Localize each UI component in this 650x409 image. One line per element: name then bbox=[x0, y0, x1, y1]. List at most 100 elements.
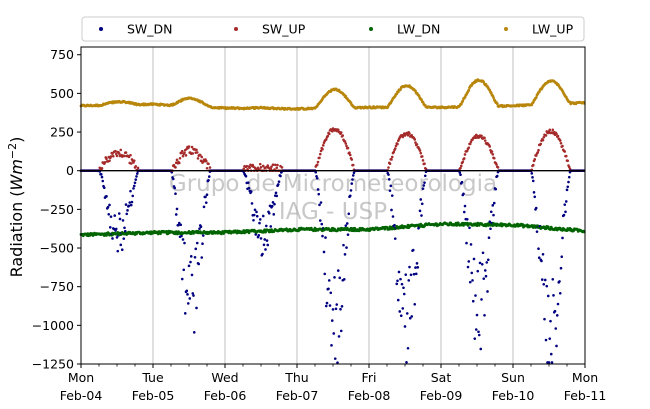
data-point-sw-dn bbox=[117, 212, 121, 215]
data-point-sw-up bbox=[114, 152, 118, 156]
data-point-lw-up bbox=[396, 90, 400, 94]
data-point-sw-dn bbox=[531, 179, 535, 183]
data-point-sw-dn bbox=[128, 201, 132, 204]
data-point-sw-dn bbox=[407, 279, 411, 282]
data-point-sw-dn bbox=[257, 234, 261, 237]
data-point-sw-up bbox=[103, 161, 107, 164]
data-point-sw-dn bbox=[549, 352, 553, 356]
data-point-sw-up bbox=[468, 142, 472, 146]
data-point-sw-dn bbox=[405, 312, 409, 315]
data-point-sw-up bbox=[273, 163, 277, 167]
data-point-sw-dn bbox=[339, 307, 342, 311]
data-point-sw-up bbox=[199, 159, 203, 163]
data-point-sw-dn bbox=[179, 223, 183, 227]
data-point-sw-up bbox=[198, 153, 202, 157]
data-point-sw-up bbox=[341, 134, 345, 137]
watermark-line-2: IAG - USP bbox=[279, 199, 387, 225]
data-point-sw-dn bbox=[399, 277, 402, 281]
data-point-sw-dn bbox=[191, 292, 195, 295]
data-point-sw-up bbox=[208, 166, 212, 169]
data-point-sw-dn bbox=[486, 290, 489, 293]
data-point-sw-dn bbox=[550, 361, 554, 364]
data-point-sw-dn bbox=[474, 294, 477, 297]
data-point-sw-up bbox=[100, 167, 104, 170]
data-point-sw-dn bbox=[398, 310, 402, 313]
data-point-sw-dn bbox=[551, 277, 555, 281]
data-point-sw-dn bbox=[465, 217, 469, 221]
data-point-sw-dn bbox=[558, 280, 561, 283]
data-point-sw-up bbox=[490, 150, 494, 153]
data-point-sw-dn bbox=[252, 218, 255, 222]
data-point-sw-up bbox=[207, 162, 210, 166]
data-point-sw-up bbox=[127, 155, 131, 159]
data-point-sw-dn bbox=[253, 208, 257, 212]
data-point-sw-dn bbox=[105, 195, 108, 198]
data-point-lw-up bbox=[461, 99, 465, 103]
data-point-sw-up bbox=[119, 148, 123, 152]
data-point-sw-dn bbox=[474, 328, 478, 331]
data-point-sw-dn bbox=[129, 203, 133, 207]
data-point-sw-dn bbox=[472, 257, 476, 261]
data-point-sw-up bbox=[531, 163, 535, 167]
data-point-sw-up bbox=[556, 134, 560, 138]
data-point-sw-dn bbox=[318, 219, 322, 222]
data-point-sw-up bbox=[483, 136, 486, 140]
data-point-sw-dn bbox=[122, 237, 126, 240]
data-point-sw-up bbox=[420, 155, 424, 158]
data-point-sw-dn bbox=[328, 304, 332, 307]
data-point-sw-dn bbox=[195, 241, 199, 245]
legend-marker-lw-dn bbox=[369, 27, 373, 31]
data-point-sw-dn bbox=[555, 344, 558, 348]
data-point-sw-dn bbox=[389, 184, 393, 188]
data-point-sw-dn bbox=[175, 207, 179, 211]
data-point-sw-dn bbox=[244, 174, 248, 178]
data-point-sw-dn bbox=[114, 227, 118, 231]
data-point-sw-up bbox=[390, 155, 394, 159]
data-point-sw-up bbox=[111, 154, 115, 158]
data-point-sw-dn bbox=[462, 210, 466, 214]
data-point-lw-up bbox=[534, 96, 538, 99]
data-point-sw-up bbox=[467, 146, 471, 149]
data-point-sw-dn bbox=[123, 229, 127, 233]
data-point-sw-dn bbox=[393, 237, 397, 240]
data-point-sw-up bbox=[459, 164, 463, 168]
data-point-sw-dn bbox=[465, 241, 468, 245]
data-point-lw-dn bbox=[105, 234, 108, 237]
data-point-sw-dn bbox=[549, 319, 552, 323]
y-tick-label: −1000 bbox=[32, 318, 74, 333]
data-point-sw-dn bbox=[118, 217, 122, 221]
data-point-sw-dn bbox=[265, 239, 269, 242]
data-point-sw-dn bbox=[273, 202, 276, 206]
data-point-sw-dn bbox=[559, 266, 563, 270]
data-point-lw-dn bbox=[455, 223, 459, 227]
data-point-sw-dn bbox=[255, 210, 258, 214]
data-point-sw-dn bbox=[565, 188, 569, 192]
data-point-sw-dn bbox=[202, 205, 206, 209]
data-point-sw-up bbox=[406, 133, 410, 137]
data-point-sw-dn bbox=[489, 210, 493, 214]
data-point-sw-up bbox=[551, 128, 555, 132]
data-point-sw-up bbox=[408, 132, 411, 135]
data-point-sw-up bbox=[174, 166, 177, 169]
data-point-sw-dn bbox=[387, 178, 391, 181]
data-point-sw-up bbox=[123, 154, 126, 158]
data-point-sw-dn bbox=[413, 302, 417, 306]
data-point-sw-dn bbox=[99, 173, 103, 176]
data-point-sw-dn bbox=[554, 327, 558, 330]
x-tick-label-date: Feb-10 bbox=[492, 388, 535, 403]
data-point-sw-dn bbox=[258, 221, 261, 225]
x-tick-label-day: Thu bbox=[284, 370, 308, 385]
data-point-sw-dn bbox=[560, 255, 564, 259]
data-point-sw-dn bbox=[106, 205, 110, 209]
data-point-sw-up bbox=[258, 162, 262, 166]
x-tick-label-date: Feb-04 bbox=[60, 388, 103, 403]
data-point-sw-dn bbox=[537, 247, 540, 250]
data-point-sw-dn bbox=[185, 289, 189, 293]
data-point-sw-dn bbox=[205, 193, 209, 196]
data-point-sw-up bbox=[495, 163, 498, 166]
data-point-sw-up bbox=[483, 139, 487, 142]
x-tick-label-date: Feb-06 bbox=[204, 388, 247, 403]
data-point-sw-dn bbox=[250, 202, 254, 205]
data-point-sw-dn bbox=[330, 344, 333, 347]
